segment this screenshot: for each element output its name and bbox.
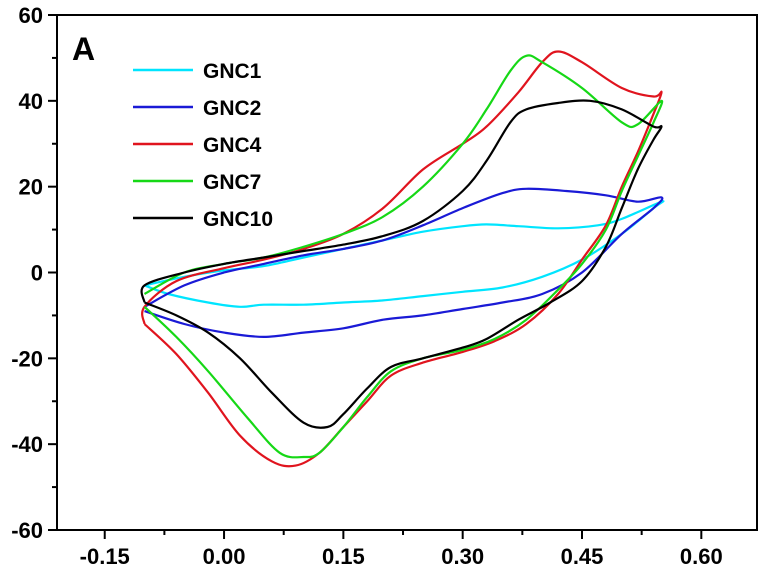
legend: GNC1 GNC2 GNC4 GNC7 GNC10 bbox=[133, 60, 273, 231]
y-tick-label: 40 bbox=[19, 89, 43, 114]
x-tick-label: 0.15 bbox=[322, 544, 365, 569]
legend-label-gnc7: GNC7 bbox=[203, 171, 261, 194]
series-line-gnc7 bbox=[143, 54, 664, 459]
x-tick-label: 0.60 bbox=[680, 544, 723, 569]
plot-frame bbox=[56, 14, 758, 531]
x-tick-label: -0.15 bbox=[80, 544, 130, 569]
y-tick-label: 20 bbox=[19, 175, 43, 200]
y-tick-label: 60 bbox=[19, 3, 43, 28]
y-tick-label: -20 bbox=[11, 346, 43, 371]
y-tick-label: -40 bbox=[11, 432, 43, 457]
series-line-gnc2 bbox=[143, 187, 664, 338]
plot-series-group bbox=[140, 50, 665, 468]
x-tick-label: 0.30 bbox=[441, 544, 484, 569]
x-tick-label: 0.00 bbox=[203, 544, 246, 569]
series-line-gnc10 bbox=[140, 99, 663, 429]
panel-label: A bbox=[72, 31, 95, 67]
legend-label-gnc1: GNC1 bbox=[203, 60, 262, 83]
y-tick-label: -60 bbox=[11, 518, 43, 543]
axis-tick-labels: -0.15 0.00 0.15 0.30 0.45 0.60 60 40 20 0 -20 -40 -6… bbox=[11, 3, 723, 569]
x-tick-label: 0.45 bbox=[561, 544, 604, 569]
legend-label-gnc4: GNC4 bbox=[203, 134, 262, 157]
legend-label-gnc10: GNC10 bbox=[203, 208, 273, 231]
legend-label-gnc2: GNC2 bbox=[203, 97, 261, 120]
axis-ticks bbox=[48, 14, 703, 539]
y-tick-label: 0 bbox=[31, 261, 43, 286]
